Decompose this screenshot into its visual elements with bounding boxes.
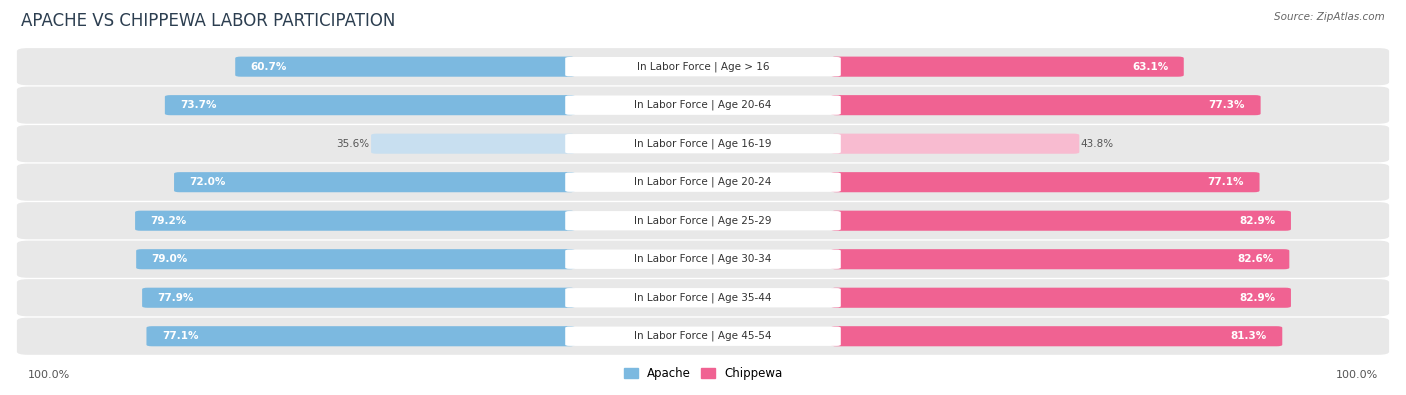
FancyBboxPatch shape: [831, 56, 1184, 77]
FancyBboxPatch shape: [831, 172, 1260, 192]
Text: 77.3%: 77.3%: [1209, 100, 1246, 110]
FancyBboxPatch shape: [565, 288, 841, 307]
FancyBboxPatch shape: [135, 211, 575, 231]
FancyBboxPatch shape: [565, 173, 841, 192]
Text: 77.9%: 77.9%: [157, 293, 194, 303]
FancyBboxPatch shape: [142, 288, 575, 308]
Text: In Labor Force | Age 20-64: In Labor Force | Age 20-64: [634, 100, 772, 111]
Text: In Labor Force | Age 30-34: In Labor Force | Age 30-34: [634, 254, 772, 265]
FancyBboxPatch shape: [17, 241, 1389, 278]
FancyBboxPatch shape: [165, 95, 575, 115]
FancyBboxPatch shape: [17, 164, 1389, 201]
FancyBboxPatch shape: [17, 87, 1389, 124]
Text: In Labor Force | Age 45-54: In Labor Force | Age 45-54: [634, 331, 772, 342]
Text: 77.1%: 77.1%: [1208, 177, 1244, 187]
FancyBboxPatch shape: [831, 95, 1261, 115]
FancyBboxPatch shape: [565, 57, 841, 76]
Text: In Labor Force | Age 35-44: In Labor Force | Age 35-44: [634, 292, 772, 303]
Text: 72.0%: 72.0%: [190, 177, 226, 187]
FancyBboxPatch shape: [831, 288, 1291, 308]
FancyBboxPatch shape: [235, 56, 575, 77]
Text: 82.9%: 82.9%: [1239, 216, 1275, 226]
Text: In Labor Force | Age 25-29: In Labor Force | Age 25-29: [634, 215, 772, 226]
Text: 35.6%: 35.6%: [336, 139, 370, 149]
Text: 79.0%: 79.0%: [152, 254, 188, 264]
Text: 100.0%: 100.0%: [28, 370, 70, 380]
FancyBboxPatch shape: [831, 249, 1289, 269]
FancyBboxPatch shape: [565, 96, 841, 115]
FancyBboxPatch shape: [136, 249, 575, 269]
Text: 43.8%: 43.8%: [1081, 139, 1114, 149]
FancyBboxPatch shape: [565, 134, 841, 153]
Text: In Labor Force | Age > 16: In Labor Force | Age > 16: [637, 61, 769, 72]
Text: 82.6%: 82.6%: [1237, 254, 1274, 264]
Text: 77.1%: 77.1%: [162, 331, 198, 341]
FancyBboxPatch shape: [17, 202, 1389, 239]
FancyBboxPatch shape: [831, 134, 1080, 154]
FancyBboxPatch shape: [17, 318, 1389, 355]
FancyBboxPatch shape: [565, 211, 841, 230]
FancyBboxPatch shape: [17, 125, 1389, 162]
Text: 81.3%: 81.3%: [1230, 331, 1267, 341]
FancyBboxPatch shape: [565, 250, 841, 269]
FancyBboxPatch shape: [831, 211, 1291, 231]
Text: Source: ZipAtlas.com: Source: ZipAtlas.com: [1274, 12, 1385, 22]
Text: 100.0%: 100.0%: [1336, 370, 1378, 380]
FancyBboxPatch shape: [371, 134, 575, 154]
Text: 73.7%: 73.7%: [180, 100, 217, 110]
Text: 79.2%: 79.2%: [150, 216, 187, 226]
FancyBboxPatch shape: [17, 279, 1389, 316]
Legend: Apache, Chippewa: Apache, Chippewa: [619, 363, 787, 385]
FancyBboxPatch shape: [17, 48, 1389, 85]
FancyBboxPatch shape: [565, 327, 841, 346]
Text: In Labor Force | Age 20-24: In Labor Force | Age 20-24: [634, 177, 772, 188]
FancyBboxPatch shape: [146, 326, 575, 346]
Text: APACHE VS CHIPPEWA LABOR PARTICIPATION: APACHE VS CHIPPEWA LABOR PARTICIPATION: [21, 12, 395, 30]
FancyBboxPatch shape: [174, 172, 575, 192]
Text: In Labor Force | Age 16-19: In Labor Force | Age 16-19: [634, 138, 772, 149]
FancyBboxPatch shape: [831, 326, 1282, 346]
Text: 82.9%: 82.9%: [1239, 293, 1275, 303]
Text: 60.7%: 60.7%: [250, 62, 287, 71]
Text: 63.1%: 63.1%: [1132, 62, 1168, 71]
